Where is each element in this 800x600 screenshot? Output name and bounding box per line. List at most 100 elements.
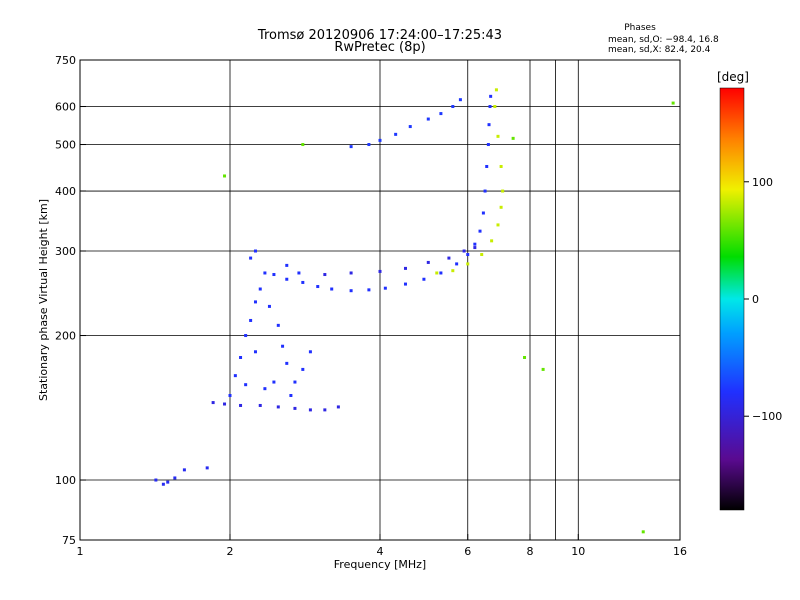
data-point bbox=[244, 334, 248, 338]
data-point bbox=[293, 406, 297, 410]
data-point bbox=[455, 262, 459, 266]
data-point bbox=[493, 105, 497, 109]
data-point bbox=[272, 380, 276, 384]
colorbar-tick-label: 100 bbox=[752, 176, 773, 189]
data-point bbox=[483, 189, 487, 193]
y-axis: 75 100 200 300 400 500 600 750 bbox=[55, 54, 86, 547]
data-point bbox=[263, 387, 267, 391]
colorbar-tick-label: −100 bbox=[752, 410, 782, 423]
data-point bbox=[403, 266, 407, 270]
data-point bbox=[267, 304, 271, 308]
data-point bbox=[478, 229, 482, 233]
grid-lines bbox=[80, 60, 680, 540]
data-point bbox=[447, 256, 451, 260]
data-point bbox=[336, 405, 340, 409]
data-point bbox=[182, 468, 186, 472]
phase-stats-heading: Phases bbox=[624, 23, 656, 33]
data-point bbox=[323, 408, 327, 412]
x-tick-label: 4 bbox=[377, 545, 384, 558]
data-point bbox=[349, 271, 353, 275]
data-point bbox=[671, 101, 675, 105]
data-point bbox=[228, 394, 232, 398]
data-point bbox=[367, 288, 371, 292]
y-tick-label: 300 bbox=[55, 245, 76, 258]
data-point bbox=[489, 94, 493, 98]
data-point bbox=[496, 223, 500, 227]
x-tick-label: 6 bbox=[464, 545, 471, 558]
data-point bbox=[367, 143, 371, 147]
data-point bbox=[426, 117, 430, 121]
data-point bbox=[426, 260, 430, 264]
data-point bbox=[205, 466, 209, 470]
colorbar-ticks: 100 0 −100 bbox=[744, 176, 782, 423]
data-point bbox=[285, 277, 289, 281]
data-point bbox=[253, 249, 257, 253]
data-point bbox=[289, 394, 293, 398]
trace bbox=[154, 466, 209, 486]
phase-stats-x: mean, sd,X: 82.4, 20.4 bbox=[608, 45, 711, 55]
trace bbox=[349, 98, 462, 149]
data-point bbox=[481, 211, 485, 215]
data-point bbox=[239, 355, 243, 359]
data-point bbox=[439, 271, 443, 275]
data-point bbox=[308, 408, 312, 412]
data-point bbox=[316, 285, 320, 289]
data-point bbox=[249, 318, 253, 322]
y-tick-label: 600 bbox=[55, 101, 76, 114]
data-point bbox=[523, 355, 527, 359]
y-axis-label: Stationary phase Virtual Height [km] bbox=[37, 199, 50, 401]
x-tick-label: 10 bbox=[571, 545, 585, 558]
data-point bbox=[408, 125, 412, 129]
data-point bbox=[154, 478, 158, 482]
data-point bbox=[263, 271, 267, 275]
data-point bbox=[473, 242, 477, 246]
data-point bbox=[293, 380, 297, 384]
data-point bbox=[253, 350, 257, 354]
data-point bbox=[166, 480, 170, 484]
data-point bbox=[466, 253, 470, 257]
data-point bbox=[462, 249, 466, 253]
data-point bbox=[276, 405, 280, 409]
data-point bbox=[641, 530, 645, 534]
data-point bbox=[487, 123, 491, 127]
y-tick-label: 750 bbox=[55, 54, 76, 67]
data-point bbox=[511, 136, 515, 140]
colorbar-unit-label: [deg] bbox=[717, 70, 749, 84]
data-point bbox=[323, 273, 327, 277]
trace bbox=[435, 88, 505, 275]
data-point bbox=[223, 174, 227, 178]
data-point bbox=[253, 300, 257, 304]
data-point bbox=[301, 367, 305, 371]
trace bbox=[223, 101, 675, 534]
phase-colorbar bbox=[719, 87, 745, 511]
x-tick-label: 2 bbox=[227, 545, 234, 558]
phase-stats-o: mean, sd,O: −98.4, 16.8 bbox=[608, 35, 719, 45]
x-axis-label: Frequency [MHz] bbox=[334, 558, 426, 571]
data-point bbox=[233, 374, 237, 378]
x-tick-label: 16 bbox=[673, 545, 687, 558]
data-point bbox=[422, 277, 426, 281]
data-point bbox=[490, 239, 494, 243]
data-point bbox=[499, 205, 503, 209]
data-point bbox=[244, 383, 248, 387]
trace bbox=[272, 94, 493, 293]
trace bbox=[228, 249, 312, 398]
data-point bbox=[480, 253, 484, 257]
data-point bbox=[297, 271, 301, 275]
x-tick-label: 8 bbox=[527, 545, 534, 558]
data-point bbox=[494, 88, 498, 92]
data-point bbox=[403, 282, 407, 286]
trace bbox=[323, 246, 477, 277]
trace bbox=[211, 401, 340, 412]
data-point bbox=[249, 256, 253, 260]
data-point bbox=[488, 105, 492, 109]
y-tick-label: 75 bbox=[62, 534, 76, 547]
data-point bbox=[272, 273, 276, 277]
data-point bbox=[301, 143, 305, 147]
data-point bbox=[258, 287, 262, 291]
data-point bbox=[330, 287, 334, 291]
data-point bbox=[223, 402, 227, 406]
data-point bbox=[276, 323, 280, 327]
data-point bbox=[285, 263, 289, 267]
